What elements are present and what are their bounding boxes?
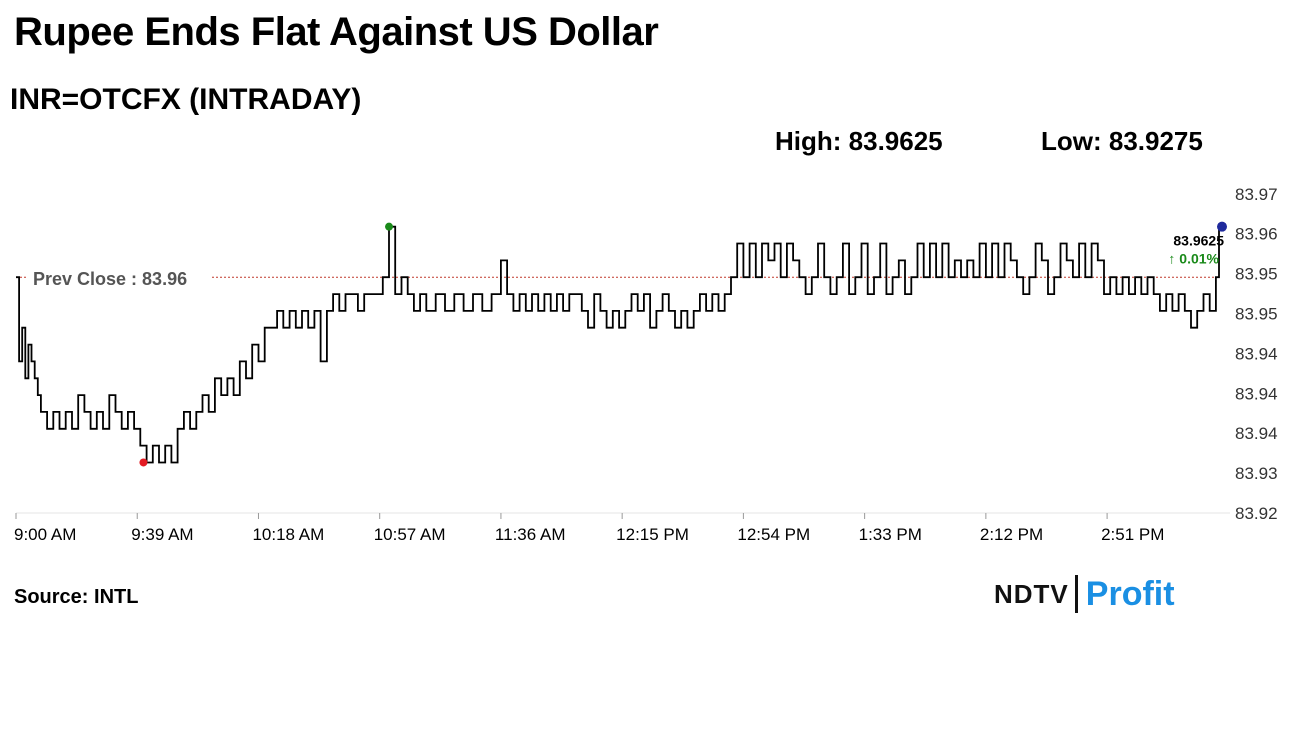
low-marker xyxy=(139,458,148,467)
x-tick-label: 9:39 AM xyxy=(131,525,193,544)
y-tick-label: 83.97 xyxy=(1235,185,1278,204)
logo-divider xyxy=(1074,575,1078,613)
prev-close-label: Prev Close : 83.96 xyxy=(33,269,187,289)
x-tick-label: 10:57 AM xyxy=(374,525,446,544)
chart-subtitle: INR=OTCFX (INTRADAY) xyxy=(10,83,362,116)
change-label: ↑ 0.01% xyxy=(1168,251,1219,267)
price-chart: Prev Close : 83.96 83.9625 ↑ 0.01% 83.92 8… xyxy=(14,185,1278,544)
x-tick-label: 1:33 PM xyxy=(859,525,922,544)
x-tick-label: 12:54 PM xyxy=(737,525,810,544)
source-note: Source: INTL xyxy=(14,586,139,608)
last-price-label: 83.9625 xyxy=(1173,233,1224,249)
y-tick-label: 83.94 xyxy=(1235,344,1278,363)
last-price-marker xyxy=(1217,221,1227,232)
logo-ndtv-text: NDTV xyxy=(994,578,1069,609)
y-tick-label: 83.94 xyxy=(1235,384,1278,403)
y-tick-label: 83.96 xyxy=(1235,225,1278,244)
y-tick-label: 83.92 xyxy=(1235,504,1278,523)
y-tick-label: 83.95 xyxy=(1235,305,1278,324)
x-tick-label: 2:51 PM xyxy=(1101,525,1164,544)
price-series-line xyxy=(16,225,1220,464)
x-tick-label: 9:00 AM xyxy=(14,525,76,544)
high-value: High: 83.9625 xyxy=(775,126,943,156)
x-tick-label: 10:18 AM xyxy=(252,525,324,544)
ndtv-profit-logo: NDTV Profit xyxy=(994,573,1175,615)
low-value: Low: 83.9275 xyxy=(1041,126,1203,156)
y-tick-label: 83.94 xyxy=(1235,424,1278,443)
x-tick-label: 12:15 PM xyxy=(616,525,689,544)
y-tick-label: 83.95 xyxy=(1235,265,1278,284)
high-marker xyxy=(385,222,394,231)
y-tick-label: 83.93 xyxy=(1235,464,1278,483)
prev-close-label-bg xyxy=(26,264,212,289)
x-tick-label: 2:12 PM xyxy=(980,525,1043,544)
x-tick-label: 11:36 AM xyxy=(495,525,566,544)
logo-profit-text: Profit xyxy=(1085,574,1175,613)
page-title: Rupee Ends Flat Against US Dollar xyxy=(14,10,659,54)
